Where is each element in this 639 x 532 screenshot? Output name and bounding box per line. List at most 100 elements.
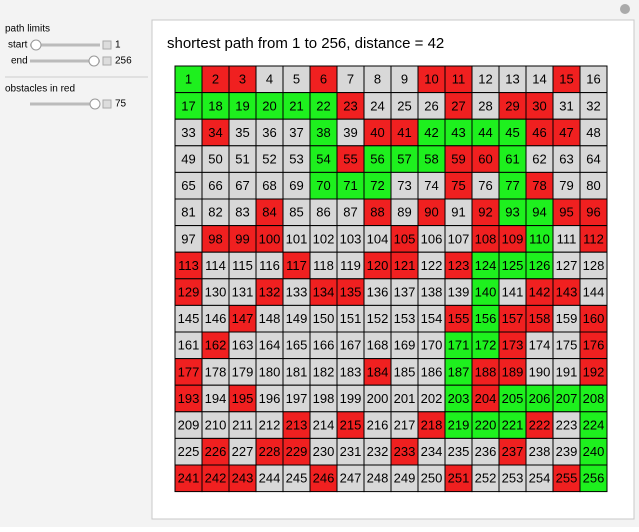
cell-label: 212	[259, 418, 281, 433]
cell-label: 171	[448, 338, 470, 353]
expand-button[interactable]	[102, 40, 112, 50]
cell	[444, 92, 473, 120]
cell-label: 103	[340, 231, 362, 246]
cell-label: 145	[178, 311, 200, 326]
cell-label: 62	[532, 152, 546, 167]
cell	[336, 225, 365, 253]
cell	[579, 171, 608, 200]
cell	[228, 198, 257, 227]
cell-label: 10	[424, 72, 438, 87]
cell-label: 151	[340, 311, 362, 326]
expand-button[interactable]	[102, 56, 112, 66]
cell-label: 148	[259, 311, 281, 326]
cell	[471, 278, 500, 306]
cell	[444, 384, 473, 413]
cell-label: 178	[205, 364, 227, 379]
cell	[174, 65, 203, 94]
cell-label: 186	[421, 364, 443, 379]
cell-label: 242	[205, 471, 227, 486]
cell-label: 177	[178, 364, 200, 379]
cell-label: 89	[397, 205, 411, 220]
cell	[552, 65, 581, 94]
cell-label: 39	[343, 125, 357, 140]
cell	[471, 358, 500, 386]
cell	[498, 65, 527, 94]
expand-button[interactable]	[102, 99, 112, 109]
cell-label: 122	[421, 258, 443, 273]
cell	[471, 464, 500, 493]
cell-label: 87	[343, 205, 357, 220]
cell-label: 216	[367, 418, 389, 433]
cell	[282, 331, 311, 360]
cell-label: 63	[559, 152, 573, 167]
cell-label: 240	[583, 444, 605, 459]
cell-label: 107	[448, 231, 470, 246]
cell-label: 38	[316, 125, 330, 140]
cell-label: 170	[421, 338, 443, 353]
cell	[255, 304, 284, 333]
cell	[579, 65, 608, 94]
cell	[201, 358, 230, 386]
cell	[363, 464, 392, 493]
cell	[255, 118, 284, 147]
cell	[498, 251, 527, 280]
cell-label: 174	[529, 338, 551, 353]
cell-label: 235	[448, 444, 470, 459]
cell-label: 147	[232, 311, 254, 326]
cell	[228, 331, 257, 360]
slider-label: end	[11, 56, 28, 67]
cell-label: 14	[532, 72, 546, 87]
cell-label: 175	[556, 338, 578, 353]
cell	[174, 384, 203, 413]
cell	[444, 145, 473, 173]
cell	[579, 251, 608, 280]
cell-label: 54	[316, 152, 330, 167]
cell-label: 99	[235, 231, 249, 246]
cell-label: 121	[394, 258, 416, 273]
cell	[498, 198, 527, 227]
cell-label: 204	[475, 391, 497, 406]
cell-label: 41	[397, 125, 411, 140]
options-icon[interactable]	[620, 4, 630, 14]
slider-thumb[interactable]	[30, 39, 42, 51]
cell-label: 189	[502, 364, 524, 379]
cell	[471, 304, 500, 333]
cell	[363, 251, 392, 280]
cell	[228, 464, 257, 493]
cell-label: 135	[340, 285, 362, 300]
cell-label: 233	[394, 444, 416, 459]
cell	[282, 304, 311, 333]
cell-label: 8	[374, 72, 381, 87]
cell	[498, 358, 527, 386]
cell	[552, 225, 581, 253]
cell-label: 231	[340, 444, 362, 459]
cell-label: 1	[185, 72, 192, 87]
cell-label: 209	[178, 418, 200, 433]
cell-label: 64	[586, 152, 600, 167]
cell-label: 36	[262, 125, 276, 140]
cell	[228, 145, 257, 173]
slider-value: 256	[115, 56, 132, 67]
cell-label: 137	[394, 285, 416, 300]
cell-label: 129	[178, 285, 200, 300]
cell-label: 50	[208, 152, 222, 167]
slider-thumb[interactable]	[88, 55, 100, 67]
cell	[390, 464, 419, 493]
cell-label: 111	[557, 231, 577, 246]
cell-label: 91	[451, 205, 465, 220]
cell-label: 143	[556, 285, 578, 300]
cell	[228, 251, 257, 280]
cell-label: 220	[475, 418, 497, 433]
cell	[444, 278, 473, 306]
cell	[174, 118, 203, 147]
cell	[552, 278, 581, 306]
slider-label: start	[8, 40, 28, 51]
cell-label: 251	[448, 471, 470, 486]
cell	[390, 437, 419, 466]
cell-label: 94	[532, 205, 546, 220]
cell-label: 136	[367, 285, 389, 300]
cell	[390, 198, 419, 227]
cell	[174, 278, 203, 306]
cell-label: 180	[259, 364, 281, 379]
slider-thumb[interactable]	[89, 98, 101, 110]
